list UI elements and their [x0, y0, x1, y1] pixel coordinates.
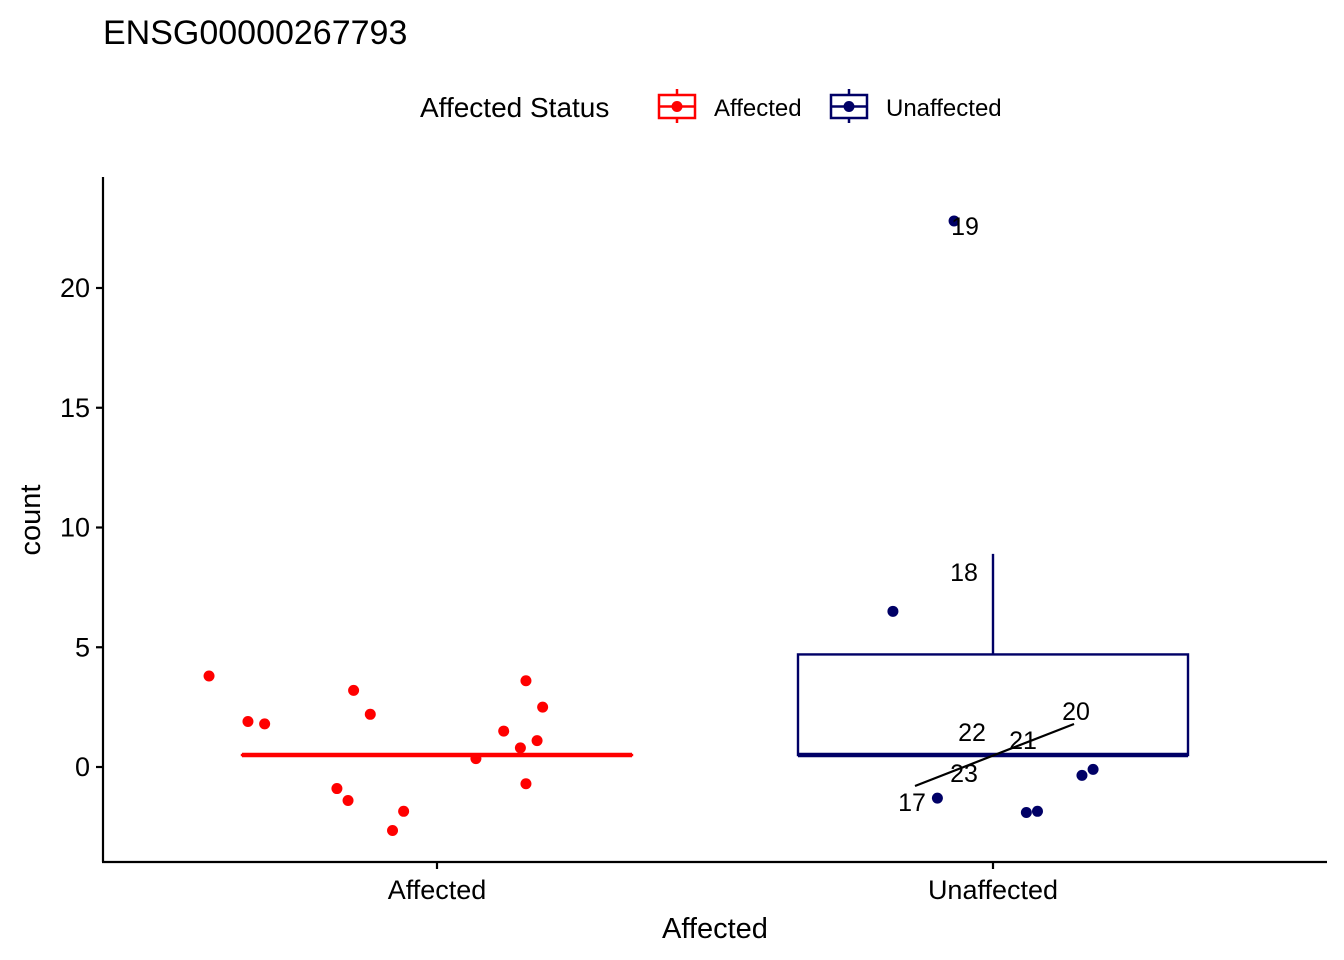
- x-tick-label: Unaffected: [928, 875, 1058, 905]
- data-point: [498, 725, 510, 737]
- data-point: [948, 215, 960, 227]
- point-label: 19: [951, 213, 979, 241]
- data-point: [1031, 805, 1043, 817]
- legend-key-affected: [657, 89, 697, 123]
- y-tick-label: 10: [60, 513, 90, 543]
- data-point: [1087, 763, 1099, 775]
- point-label: 18: [950, 559, 978, 587]
- data-point: [1076, 769, 1088, 781]
- chart-title: ENSG00000267793: [103, 14, 407, 52]
- data-point: [887, 605, 899, 617]
- box-unaffected: [796, 553, 1190, 758]
- data-point: [514, 742, 526, 754]
- legend: Affected Status Affected Unaffected: [420, 89, 1002, 123]
- point-label: 22: [958, 719, 986, 747]
- data-point: [520, 675, 532, 687]
- legend-label-unaffected: Unaffected: [886, 95, 1002, 122]
- data-point: [398, 805, 410, 817]
- point-labels: 19 18 20 22 21 23 17: [898, 213, 1090, 817]
- data-point: [531, 735, 543, 747]
- x-axis-title: Affected: [662, 913, 768, 945]
- legend-key-unaffected: [829, 89, 869, 123]
- box-body: [796, 653, 1190, 757]
- x-axis: Affected Unaffected: [102, 860, 1327, 905]
- data-point: [331, 783, 343, 795]
- data-point: [259, 718, 271, 730]
- points: [203, 215, 1099, 836]
- y-tick-label: 15: [60, 393, 90, 423]
- data-point: [348, 684, 360, 696]
- label-leader-lines: [914, 722, 1075, 788]
- y-axis: 0 5 10 15 20: [60, 177, 105, 862]
- legend-title: Affected Status: [420, 92, 609, 123]
- point-label: 20: [1062, 698, 1090, 726]
- data-point: [203, 670, 215, 682]
- y-tick-label: 5: [75, 632, 90, 662]
- point-label: 23: [950, 760, 978, 788]
- data-point: [931, 792, 943, 804]
- legend-label-affected: Affected: [714, 95, 802, 122]
- data-point: [520, 778, 532, 790]
- y-tick-label: 0: [75, 752, 90, 782]
- point-label: 21: [1009, 727, 1037, 755]
- data-point: [342, 795, 354, 807]
- point-label: 17: [898, 789, 926, 817]
- data-point: [364, 708, 376, 720]
- boxes: [240, 553, 1190, 758]
- data-point: [387, 824, 399, 836]
- data-point: [470, 753, 482, 765]
- x-tick-label: Affected: [388, 875, 487, 905]
- data-point: [1020, 807, 1032, 819]
- data-point: [537, 701, 549, 713]
- y-tick-label: 20: [60, 273, 90, 303]
- data-point: [242, 715, 254, 727]
- y-axis-title: count: [15, 485, 47, 556]
